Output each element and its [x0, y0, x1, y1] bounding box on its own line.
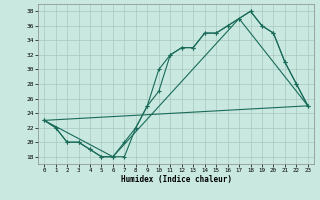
X-axis label: Humidex (Indice chaleur): Humidex (Indice chaleur) [121, 175, 231, 184]
